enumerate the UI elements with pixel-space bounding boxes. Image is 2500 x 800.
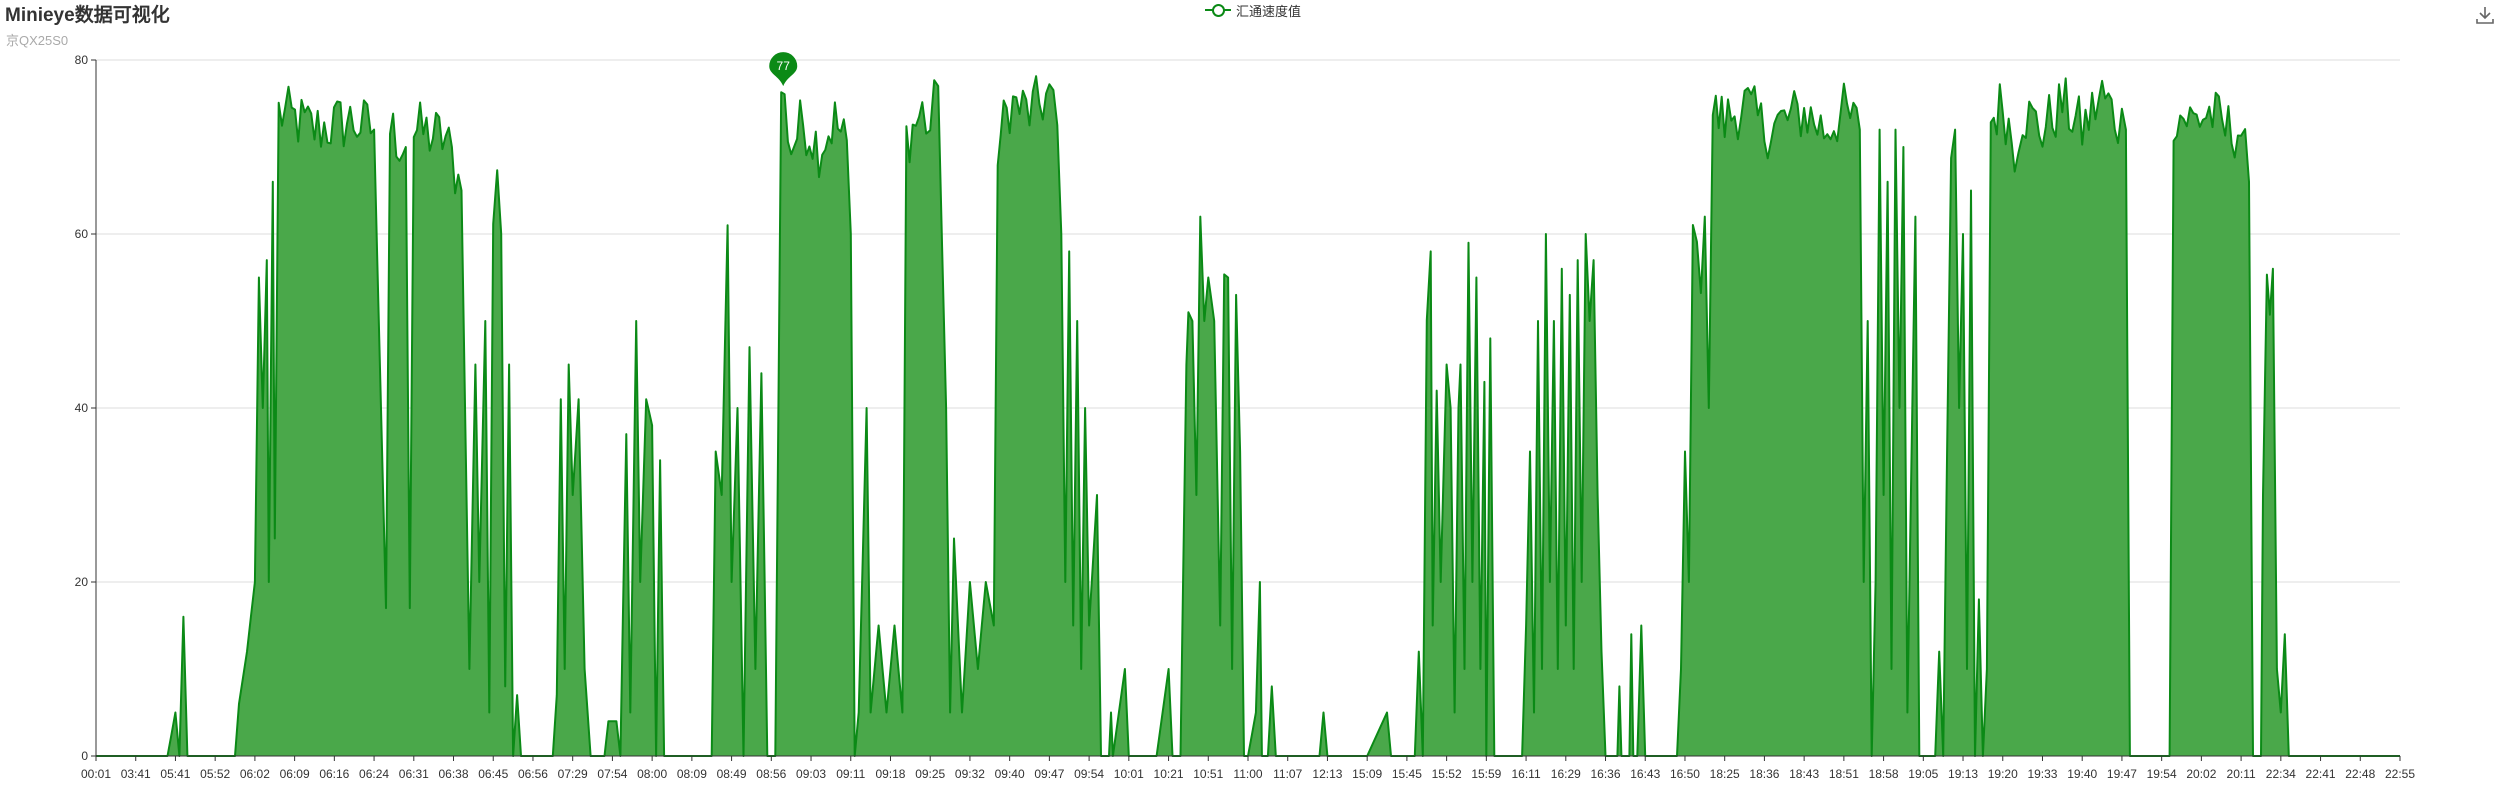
x-tick-label: 12:13 [1312,767,1342,781]
chart-title: Minieye数据可视化 [5,5,170,26]
x-tick-label: 03:41 [121,767,151,781]
legend-line-icon [1205,3,1231,17]
x-tick-label: 00:01 [81,767,111,781]
x-tick-label: 19:13 [1948,767,1978,781]
x-tick-label: 09:47 [1034,767,1064,781]
x-tick-label: 15:45 [1392,767,1422,781]
y-tick-label: 40 [75,401,89,415]
x-tick-label: 07:29 [558,767,588,781]
y-tick-label: 20 [75,575,89,589]
x-tick-label: 10:01 [1114,767,1144,781]
x-tick-label: 09:11 [836,767,865,781]
x-tick-label: 06:56 [518,767,548,781]
x-tick-label: 22:34 [2266,767,2296,781]
x-tick-label: 19:05 [1908,767,1938,781]
x-tick-label: 08:56 [756,767,786,781]
max-marker-pin [769,52,798,87]
x-tick-label: 09:03 [796,767,826,781]
x-tick-label: 06:16 [319,767,349,781]
max-marker-label: 77 [777,59,791,73]
x-tick-label: 19:40 [2067,767,2097,781]
chart-subtitle: 京QX25S0 [6,33,69,48]
x-tick-label: 16:11 [1511,767,1540,781]
x-tick-label: 20:02 [2186,767,2216,781]
x-tick-label: 05:52 [200,767,230,781]
x-tick-label: 10:21 [1154,767,1184,781]
x-tick-label: 06:02 [240,767,270,781]
y-tick-label: 80 [75,53,89,67]
y-axis-ticks: 0 20 40 60 80 [75,53,96,763]
x-tick-label: 15:09 [1352,767,1382,781]
x-tick-label: 22:55 [2385,767,2415,781]
x-tick-label: 06:09 [280,767,310,781]
x-tick-label: 18:51 [1829,767,1859,781]
x-tick-label: 08:00 [637,767,667,781]
x-tick-label: 05:41 [160,767,190,781]
x-tick-label: 16:50 [1670,767,1700,781]
x-tick-label: 06:45 [478,767,508,781]
x-tick-label: 06:31 [399,767,429,781]
x-tick-label: 19:47 [2107,767,2137,781]
x-tick-label: 11:07 [1273,767,1302,781]
x-tick-label: 09:54 [1074,767,1104,781]
y-tick-label: 0 [81,749,88,763]
x-tick-label: 19:20 [1988,767,2018,781]
x-tick-label: 06:38 [439,767,469,781]
legend-label: 汇通速度值 [1236,3,1302,19]
x-tick-label: 19:33 [2027,767,2057,781]
x-tick-label: 09:40 [995,767,1025,781]
x-tick-label: 06:24 [359,767,389,781]
x-tick-label: 22:48 [2345,767,2375,781]
series-area [96,76,2400,756]
x-tick-label: 09:18 [875,767,905,781]
x-tick-label: 19:54 [2147,767,2177,781]
x-tick-label: 22:41 [2306,767,2336,781]
x-tick-label: 16:36 [1591,767,1621,781]
x-tick-label: 18:58 [1869,767,1899,781]
x-tick-label: 09:25 [915,767,945,781]
x-tick-label: 18:36 [1749,767,1779,781]
x-tick-label: 07:54 [597,767,627,781]
x-tick-label: 15:59 [1471,767,1501,781]
x-tick-label: 15:52 [1432,767,1462,781]
x-tick-label: 10:51 [1193,767,1223,781]
x-tick-label: 08:49 [717,767,747,781]
x-tick-label: 20:11 [2227,767,2256,781]
x-tick-label: 18:43 [1789,767,1819,781]
x-tick-label: 08:09 [677,767,707,781]
x-tick-label: 16:43 [1630,767,1660,781]
x-axis-ticks: 00:01 03:41 05:41 05:52 06:02 06:09 06:16 06:24… [81,756,2415,781]
legend-item[interactable]: 汇通速度值 [1205,2,1302,19]
y-tick-label: 60 [75,227,89,241]
x-tick-label: 11:00 [1233,767,1262,781]
x-tick-label: 09:32 [955,767,985,781]
x-tick-label: 16:29 [1551,767,1581,781]
max-marker: 77 [769,52,798,87]
download-icon[interactable] [2474,4,2496,26]
x-tick-label: 18:25 [1710,767,1740,781]
